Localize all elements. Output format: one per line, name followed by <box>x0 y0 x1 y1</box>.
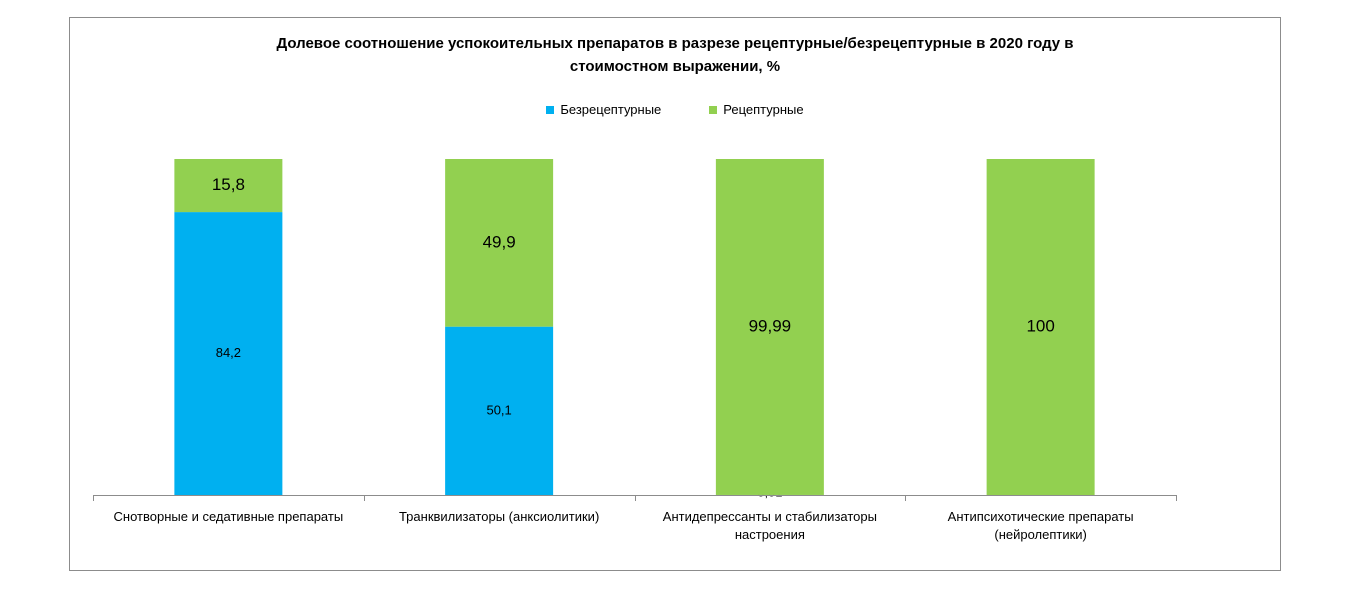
chart-title: Долевое соотношение успокоительных препа… <box>70 32 1280 78</box>
legend-entry-otc: Безрецептурные <box>546 102 661 117</box>
legend-label-rx: Рецептурные <box>723 102 804 117</box>
data-label-rx-2: 99,99 <box>749 316 792 335</box>
legend: Безрецептурные Рецептурные <box>70 102 1280 117</box>
category-label-line: настроения <box>734 527 805 542</box>
category-label-3: Антипсихотические препараты (нейролептики… <box>906 508 1176 544</box>
legend-swatch-rx <box>709 105 718 114</box>
chart-title-line-1: Долевое соотношение успокоительных препа… <box>276 35 1074 52</box>
category-label-2: Антидепрессанты и стабилизаторы настроени… <box>635 508 905 544</box>
category-label-line: Снотворные и седативные препараты <box>113 509 344 524</box>
chart-title-line-2: стоимостном выражении, % <box>569 58 781 75</box>
category-label-0: Снотворные и седативные препараты <box>93 508 363 526</box>
legend-swatch-otc <box>546 105 555 114</box>
legend-label-otc: Безрецептурные <box>560 102 662 117</box>
data-label-otc-0: 84,2 <box>216 345 241 360</box>
chart-frame: Долевое соотношение успокоительных препа… <box>69 17 1281 571</box>
category-label-line: Транквилизаторы (анксиолитики) <box>398 509 600 524</box>
data-label-otc-1: 50,1 <box>486 402 511 417</box>
category-label-line: Антидепрессанты и стабилизаторы <box>662 509 877 524</box>
category-label-line: (нейролептики) <box>994 527 1087 542</box>
legend-entry-rx: Рецептурные <box>709 102 804 117</box>
bar-rx-0 <box>174 159 283 213</box>
bar-otc-1 <box>445 326 554 495</box>
data-label-rx-3: 100 <box>1026 316 1054 335</box>
data-label-rx-1: 49,9 <box>483 232 516 251</box>
data-label-rx-0: 15,8 <box>212 175 245 194</box>
bar-rx-1 <box>445 159 554 327</box>
category-label-1: Транквилизаторы (анксиолитики) <box>364 508 634 526</box>
bar-rx-3 <box>986 159 1095 495</box>
bar-otc-0 <box>174 212 283 495</box>
category-label-line: Антипсихотические препараты <box>947 509 1134 524</box>
bar-rx-2 <box>715 159 824 495</box>
